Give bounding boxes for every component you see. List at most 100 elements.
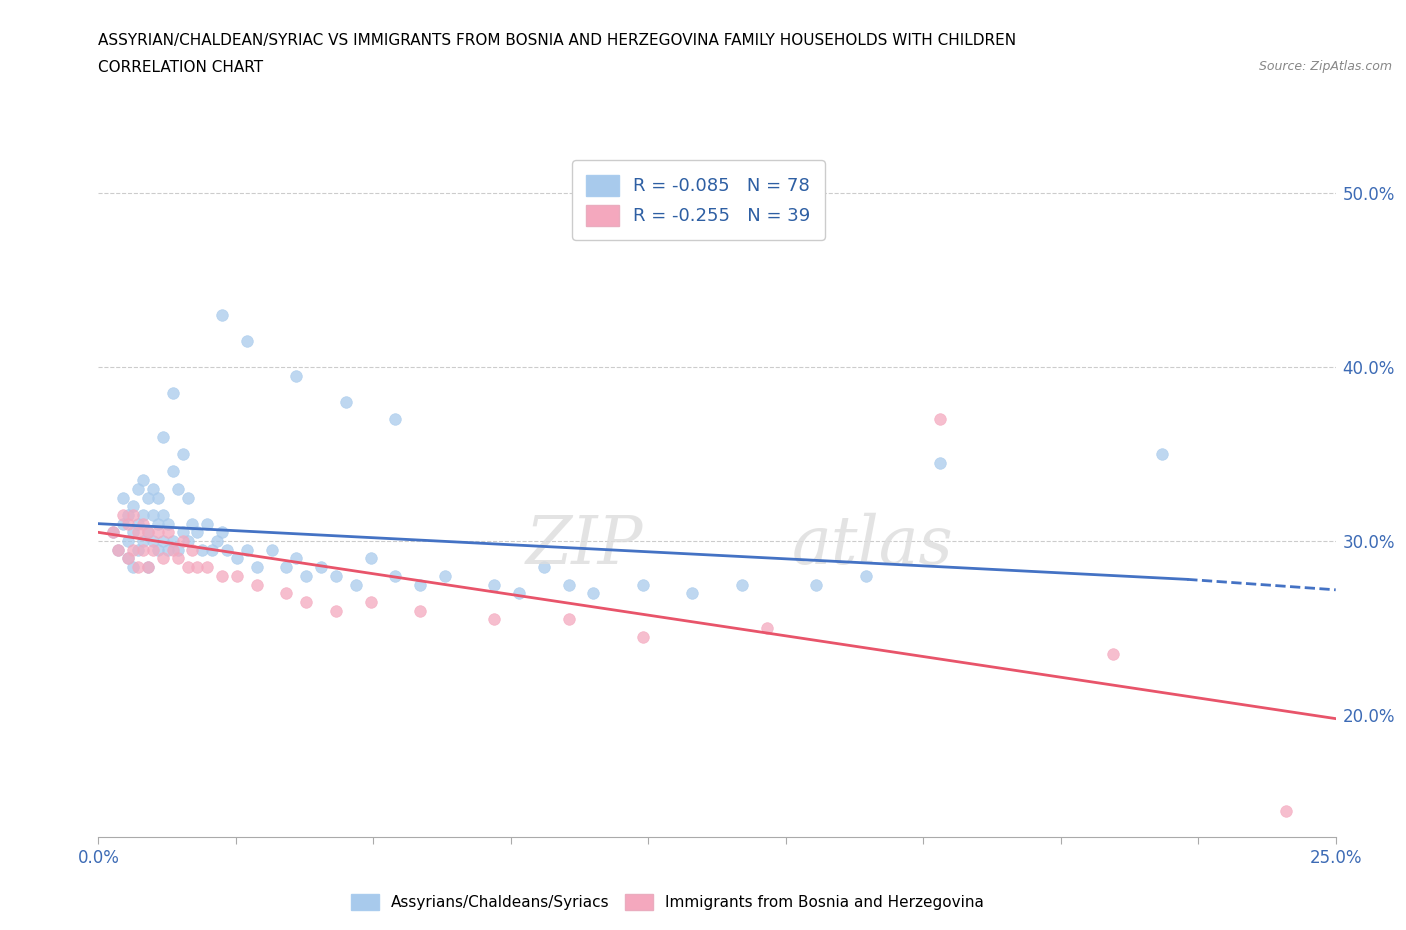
Point [156,542,179,557]
Point [731,578,754,592]
Point [117,508,139,523]
Point [533,560,555,575]
Point [181,516,204,531]
Legend: Assyrians/Chaldeans/Syriacs, Immigrants from Bosnia and Herzegovina: Assyrians/Chaldeans/Syriacs, Immigrants … [344,886,991,918]
Point [172,534,194,549]
Point [172,525,194,539]
Point [804,578,827,592]
Point [166,542,188,557]
Point [260,542,283,557]
Point [360,594,382,609]
Point [136,560,159,575]
Point [508,586,530,601]
Point [152,429,174,444]
Point [142,542,165,557]
Point [928,456,950,471]
Text: ZIP: ZIP [526,512,643,578]
Point [186,525,208,539]
Point [360,551,382,566]
Point [201,542,224,557]
Point [122,498,145,513]
Point [117,551,139,566]
Text: ASSYRIAN/CHALDEAN/SYRIAC VS IMMIGRANTS FROM BOSNIA AND HERZEGOVINA FAMILY HOUSEH: ASSYRIAN/CHALDEAN/SYRIAC VS IMMIGRANTS F… [98,33,1017,47]
Point [205,534,228,549]
Point [112,490,135,505]
Point [195,516,218,531]
Point [309,560,332,575]
Point [162,534,184,549]
Point [122,525,145,539]
Point [557,578,579,592]
Point [136,525,159,539]
Point [1102,646,1125,661]
Point [122,542,145,557]
Point [236,542,259,557]
Point [152,508,174,523]
Point [484,578,506,592]
Point [132,534,155,549]
Point [176,490,198,505]
Point [295,594,318,609]
Point [409,578,432,592]
Point [107,542,129,557]
Point [132,508,155,523]
Point [384,412,406,427]
Point [146,542,169,557]
Point [122,508,145,523]
Point [344,578,367,592]
Point [127,525,149,539]
Point [166,551,188,566]
Point [246,578,269,592]
Point [107,542,129,557]
Point [146,516,169,531]
Point [103,525,125,539]
Point [1152,446,1174,461]
Text: Source: ZipAtlas.com: Source: ZipAtlas.com [1258,60,1392,73]
Point [176,560,198,575]
Point [132,542,155,557]
Point [156,516,179,531]
Point [166,482,188,497]
Point [217,542,239,557]
Point [132,472,155,487]
Point [127,482,149,497]
Point [127,560,149,575]
Point [136,560,159,575]
Text: atlas: atlas [792,512,953,578]
Point [236,334,259,349]
Point [142,508,165,523]
Point [146,525,169,539]
Point [181,542,204,557]
Point [152,534,174,549]
Point [172,446,194,461]
Point [276,560,298,575]
Point [162,464,184,479]
Point [211,525,233,539]
Point [409,604,432,618]
Point [136,525,159,539]
Y-axis label: Family Households with Children: Family Households with Children [0,373,7,622]
Point [156,525,179,539]
Point [285,368,308,383]
Point [117,534,139,549]
Point [335,394,357,409]
Point [631,578,654,592]
Point [127,542,149,557]
Point [433,568,456,583]
Point [681,586,703,601]
Point [176,534,198,549]
Point [285,551,308,566]
Point [112,508,135,523]
Point [755,620,778,635]
Point [928,412,950,427]
Point [211,568,233,583]
Point [384,568,406,583]
Point [276,586,298,601]
Point [103,525,125,539]
Point [117,551,139,566]
Point [117,516,139,531]
Point [855,568,877,583]
Point [132,516,155,531]
Point [195,560,218,575]
Point [146,490,169,505]
